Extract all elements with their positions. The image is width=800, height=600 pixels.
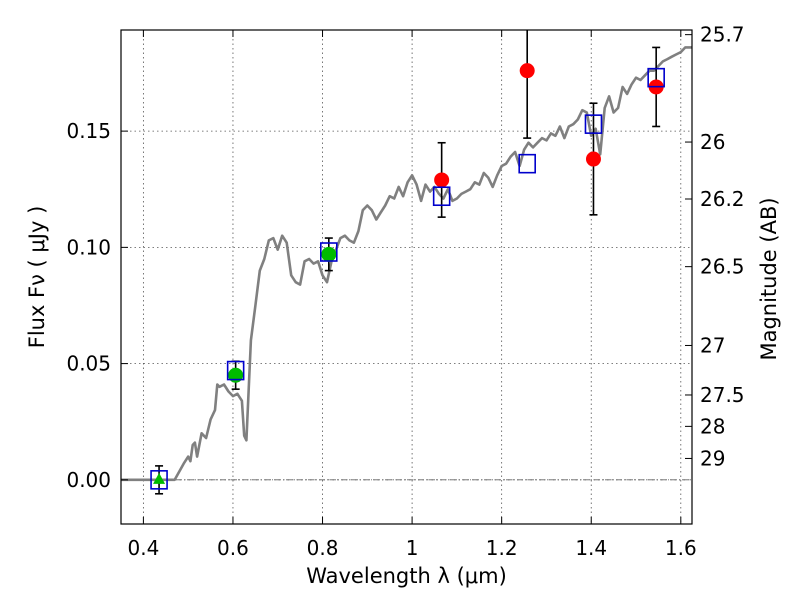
x-tick-label: 1.2 xyxy=(486,536,518,560)
axis-ticks: 0.4 0.6 0.8 1 1.2 1.4 1.6 0.00 0.05 0.10 0.15 25.7 2… xyxy=(66,23,744,560)
data-markers xyxy=(150,30,665,495)
model-sed-line xyxy=(121,46,692,482)
x-axis-label: Wavelength λ (μm) xyxy=(306,564,507,588)
magnitude-tick-label: 27.5 xyxy=(700,383,745,407)
model-flux-square xyxy=(647,67,665,88)
x-tick-label: 0.8 xyxy=(307,536,339,560)
grid-lines xyxy=(121,30,692,524)
plot-frame xyxy=(120,29,693,525)
magnitude-tick-label: 25.7 xyxy=(700,23,745,47)
model-flux-square xyxy=(432,186,451,207)
x-tick-label: 0.4 xyxy=(127,536,159,560)
magnitude-tick-label: 26.5 xyxy=(700,255,745,279)
magnitude-tick-label: 28 xyxy=(700,414,725,438)
y-axis-label: Flux Fν ( μJy ) xyxy=(25,206,49,349)
x-tick-label: 1 xyxy=(406,536,419,560)
model-flux-square xyxy=(150,470,168,490)
model-flux-square xyxy=(584,114,603,134)
data-point-triangle xyxy=(153,472,166,484)
data-point-circle xyxy=(321,246,337,262)
data-point-circle xyxy=(585,151,601,167)
model-flux-square xyxy=(319,242,338,262)
model-flux-square xyxy=(226,360,245,381)
data-point-circle xyxy=(228,367,244,383)
y-tick-label: 0.10 xyxy=(66,235,111,259)
y-tick-label: 0.00 xyxy=(66,468,111,492)
x-tick-label: 1.4 xyxy=(575,536,607,560)
y-tick-label: 0.15 xyxy=(66,119,111,143)
x-tick-label: 0.6 xyxy=(217,536,249,560)
magnitude-tick-label: 29 xyxy=(700,446,725,470)
x-tick-label: 1.6 xyxy=(665,536,697,560)
magnitude-tick-label: 26.2 xyxy=(700,187,745,211)
model-flux-square xyxy=(518,153,536,174)
magnitude-tick-label: 27 xyxy=(700,333,725,357)
magnitude-axis-label: Magnitude (AB) xyxy=(757,197,781,360)
y-tick-label: 0.05 xyxy=(66,352,111,376)
data-point-circle xyxy=(434,172,450,188)
data-point-circle xyxy=(519,63,535,79)
magnitude-tick-label: 26 xyxy=(700,130,725,154)
